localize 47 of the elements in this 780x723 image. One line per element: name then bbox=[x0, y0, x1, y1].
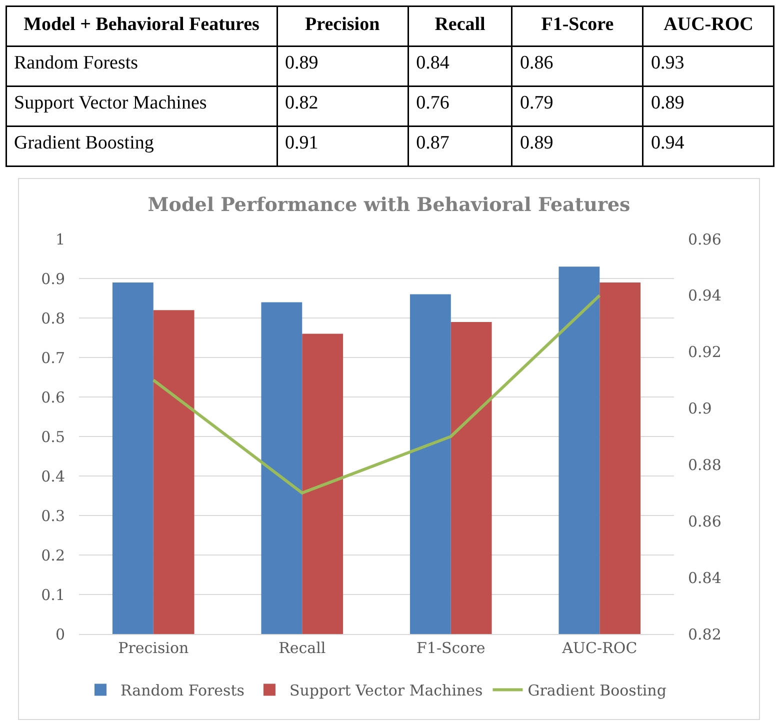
data-label: 0.84 bbox=[416, 52, 450, 74]
y2-tick-label: 0.84 bbox=[688, 568, 722, 587]
legend-label: Gradient Boosting bbox=[528, 682, 667, 700]
data-label: 0.76 bbox=[416, 92, 450, 114]
chart-title: Model Performance with Behavioral Features bbox=[148, 194, 630, 216]
category-label: AUC-ROC bbox=[664, 14, 754, 35]
y-tick-label: 0 bbox=[55, 625, 65, 644]
text: Gradient Boosting bbox=[14, 132, 154, 154]
data-label: 0.82 bbox=[285, 92, 318, 114]
x-tick-label: Recall bbox=[278, 639, 326, 657]
y2-tick-label: 0.94 bbox=[688, 286, 722, 305]
data-label: 0.91 bbox=[285, 132, 318, 154]
text: Support Vector Machines bbox=[14, 92, 207, 114]
x-tick-label: Precision bbox=[118, 639, 189, 657]
y2-tick-label: 0.82 bbox=[688, 625, 722, 644]
text: Model + Behavioral Features bbox=[24, 14, 260, 35]
data-label: 0.93 bbox=[650, 52, 684, 74]
data-label: 0.89 bbox=[285, 52, 318, 74]
y2-tick-label: 0.9 bbox=[688, 400, 712, 418]
category-label: Recall bbox=[434, 14, 486, 35]
y-tick-label: 0.5 bbox=[41, 428, 65, 446]
series-label: Random Forests bbox=[14, 52, 138, 74]
legend-label: Random Forests bbox=[120, 682, 244, 700]
y-tick-label: 0.9 bbox=[41, 270, 65, 288]
y-tick-label: 0.3 bbox=[41, 506, 65, 525]
category-label: F1-Score bbox=[541, 14, 614, 35]
y-tick-label: 0.2 bbox=[41, 546, 65, 564]
data-label: 0.89 bbox=[520, 132, 554, 154]
y2-tick-label: 0.88 bbox=[688, 456, 722, 474]
y2-tick-label: 0.96 bbox=[688, 230, 722, 248]
data-label: 0.86 bbox=[520, 52, 554, 74]
y2-tick-label: 0.92 bbox=[688, 343, 722, 362]
y-tick-label: 1 bbox=[55, 230, 65, 248]
y-tick-label: 0.1 bbox=[41, 586, 65, 604]
data-label: 0.87 bbox=[416, 132, 450, 154]
category-label: Precision bbox=[305, 14, 380, 35]
data-label: 0.79 bbox=[520, 92, 554, 114]
y-tick-label: 0.4 bbox=[41, 467, 65, 486]
data-label: 0.89 bbox=[650, 92, 684, 114]
y-tick-label: 0.8 bbox=[41, 309, 65, 328]
y-tick-label: 0.7 bbox=[41, 348, 65, 367]
y-tick-label: 0.6 bbox=[41, 388, 65, 406]
y2-tick-label: 0.86 bbox=[688, 512, 722, 530]
data-label: 0.94 bbox=[650, 132, 685, 154]
legend-label: Support Vector Machines bbox=[289, 682, 483, 700]
x-tick-label: F1-Score bbox=[416, 639, 486, 657]
x-tick-label: AUC-ROC bbox=[561, 639, 638, 657]
